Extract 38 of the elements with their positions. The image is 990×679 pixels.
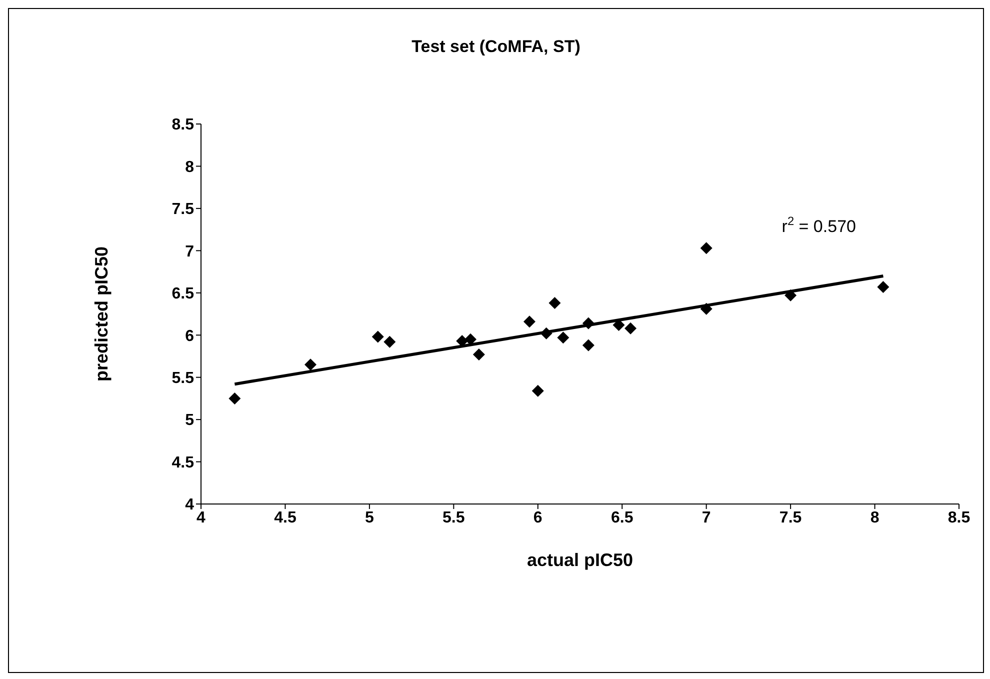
point	[384, 336, 396, 348]
point	[532, 384, 544, 397]
y-axis-title: predicted pIC50	[91, 246, 112, 382]
y-tick-label: 6.5	[172, 286, 194, 303]
chart-title: Test set (CoMFA, ST)	[410, 37, 582, 57]
point	[548, 297, 561, 310]
y-tick-label: 8	[185, 158, 194, 176]
x-tick-label: 4	[196, 509, 206, 526]
point	[557, 332, 570, 344]
y-tick-label: 7	[185, 243, 194, 260]
y-tick-label: 5.5	[172, 370, 194, 388]
x-tick-label: 6.5	[610, 509, 634, 526]
y-tick-label: 5	[185, 412, 194, 430]
point	[582, 339, 594, 352]
x-axis-title: actual pIC50	[526, 550, 634, 570]
x-tick-label: 7.5	[779, 509, 802, 526]
y-tick-label: 6	[185, 328, 194, 345]
point	[372, 330, 384, 343]
point	[464, 333, 477, 346]
y-tick-label: 8.5	[172, 116, 194, 134]
y-tick-label: 4	[185, 496, 194, 514]
point	[624, 322, 637, 334]
point	[700, 242, 712, 254]
point	[228, 392, 241, 404]
y-tick-label: 7.5	[172, 201, 194, 218]
point	[472, 348, 485, 361]
x-tick-label: 5	[364, 509, 374, 526]
point	[877, 280, 890, 293]
x-tick-label: 7	[702, 509, 711, 526]
point	[304, 358, 316, 371]
x-tick-label: 8.5	[948, 509, 970, 526]
x-tick-label: 6	[533, 509, 542, 526]
annotation: r$^{2}$ = 0.570	[782, 214, 856, 236]
x-tick-label: 5.5	[442, 509, 465, 526]
x-tick-label: 4.5	[274, 509, 296, 526]
x-tick-label: 8	[870, 509, 880, 526]
y-tick-label: 4.5	[172, 454, 194, 472]
point	[523, 316, 536, 328]
